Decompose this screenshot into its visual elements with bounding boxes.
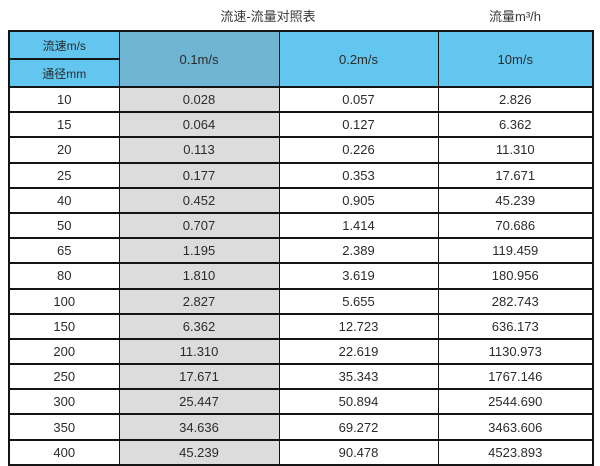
table-row: 15 0.064 0.127 6.362 — [8, 111, 594, 139]
flow-value-cell: 17.671 — [118, 363, 280, 391]
flow-value-cell: 636.173 — [437, 312, 594, 340]
table-row: 150 6.362 12.723 636.173 — [8, 312, 594, 340]
flow-value-cell: 0.226 — [278, 136, 439, 164]
table-row: 100 2.827 5.655 282.743 — [8, 287, 594, 315]
diameter-cell: 80 — [8, 262, 120, 290]
table-header: 流速m/s 0.1m/s 0.2m/s 10m/s 通径mm — [8, 30, 594, 88]
flow-value-cell: 35.343 — [278, 363, 439, 391]
flow-value-cell: 1767.146 — [437, 363, 594, 391]
table-row: 300 25.447 50.894 2544.690 — [8, 388, 594, 416]
flow-value-cell: 2544.690 — [437, 388, 594, 416]
diameter-cell: 10 — [8, 85, 120, 114]
column-header-0.1ms: 0.1m/s — [118, 30, 280, 88]
flow-value-cell: 34.636 — [118, 413, 280, 441]
flow-value-cell: 90.478 — [278, 438, 439, 466]
diameter-cell: 40 — [8, 186, 120, 214]
flow-value-cell: 1130.973 — [437, 337, 594, 366]
flow-value-cell: 50.894 — [278, 388, 439, 416]
diameter-cell: 50 — [8, 211, 120, 240]
flow-value-cell: 45.239 — [118, 438, 280, 466]
table-row: 20 0.113 0.226 11.310 — [8, 136, 594, 164]
flow-value-cell: 17.671 — [437, 161, 594, 189]
corner-header-diameter: 通径mm — [8, 58, 120, 88]
corner-header-velocity: 流速m/s — [8, 30, 120, 60]
diameter-cell: 350 — [8, 413, 120, 441]
flow-value-cell: 0.064 — [118, 111, 280, 139]
flow-value-cell: 0.028 — [118, 85, 280, 114]
flow-value-cell: 119.459 — [437, 237, 594, 265]
flow-value-cell: 0.057 — [278, 85, 439, 114]
table-row: 400 45.239 90.478 4523.893 — [8, 438, 594, 466]
flow-unit-label: 流量m³/h — [488, 9, 542, 24]
table-body: 10 0.028 0.057 2.826 15 0.064 0.127 6.362 20 0.11… — [8, 85, 594, 466]
flow-value-cell: 2.826 — [437, 85, 594, 114]
flow-value-cell: 25.447 — [118, 388, 280, 416]
flow-value-cell: 69.272 — [278, 413, 439, 441]
diameter-cell: 15 — [8, 111, 120, 139]
flow-value-cell: 3.619 — [278, 262, 439, 290]
flow-value-cell: 2.389 — [278, 237, 439, 265]
flow-value-cell: 2.827 — [118, 287, 280, 315]
flow-value-cell: 12.723 — [278, 312, 439, 340]
diameter-cell: 300 — [8, 388, 120, 416]
flow-value-cell: 0.905 — [278, 186, 439, 214]
diameter-cell: 25 — [8, 161, 120, 189]
diameter-cell: 400 — [8, 438, 120, 466]
flow-value-cell: 0.452 — [118, 186, 280, 214]
flow-value-cell: 1.810 — [118, 262, 280, 290]
flow-value-cell: 5.655 — [278, 287, 439, 315]
flow-value-cell: 11.310 — [437, 136, 594, 164]
flow-value-cell: 4523.893 — [437, 438, 594, 466]
table-row: 250 17.671 35.343 1767.146 — [8, 363, 594, 391]
table-row: 65 1.195 2.389 119.459 — [8, 237, 594, 265]
column-header-0.2ms: 0.2m/s — [278, 30, 439, 88]
table-row: 25 0.177 0.353 17.671 — [8, 161, 594, 189]
flow-value-cell: 0.127 — [278, 111, 439, 139]
page-title: 流速-流量对照表 — [220, 9, 316, 24]
flow-value-cell: 1.195 — [118, 237, 280, 265]
flow-value-cell: 6.362 — [118, 312, 280, 340]
title-bar: 流速-流量对照表 流量m³/h — [0, 0, 600, 30]
flow-rate-table: 流速m/s 0.1m/s 0.2m/s 10m/s 通径mm 10 0.028 0.… — [8, 30, 594, 466]
flow-value-cell: 0.707 — [118, 211, 280, 240]
table-row: 200 11.310 22.619 1130.973 — [8, 337, 594, 366]
flow-value-cell: 22.619 — [278, 337, 439, 366]
diameter-cell: 150 — [8, 312, 120, 340]
flow-value-cell: 0.353 — [278, 161, 439, 189]
flow-value-cell: 180.956 — [437, 262, 594, 290]
diameter-cell: 250 — [8, 363, 120, 391]
flow-value-cell: 0.113 — [118, 136, 280, 164]
flow-value-cell: 11.310 — [118, 337, 280, 366]
flow-value-cell: 1.414 — [278, 211, 439, 240]
flow-value-cell: 70.686 — [437, 211, 594, 240]
table-row: 80 1.810 3.619 180.956 — [8, 262, 594, 290]
flow-value-cell: 0.177 — [118, 161, 280, 189]
column-header-10ms: 10m/s — [437, 30, 594, 88]
flow-value-cell: 6.362 — [437, 111, 594, 139]
diameter-cell: 200 — [8, 337, 120, 366]
table-row: 50 0.707 1.414 70.686 — [8, 211, 594, 240]
table-row: 10 0.028 0.057 2.826 — [8, 85, 594, 114]
flow-value-cell: 282.743 — [437, 287, 594, 315]
diameter-cell: 20 — [8, 136, 120, 164]
table-row: 40 0.452 0.905 45.239 — [8, 186, 594, 214]
table-row: 350 34.636 69.272 3463.606 — [8, 413, 594, 441]
diameter-cell: 65 — [8, 237, 120, 265]
flow-value-cell: 45.239 — [437, 186, 594, 214]
diameter-cell: 100 — [8, 287, 120, 315]
flow-value-cell: 3463.606 — [437, 413, 594, 441]
